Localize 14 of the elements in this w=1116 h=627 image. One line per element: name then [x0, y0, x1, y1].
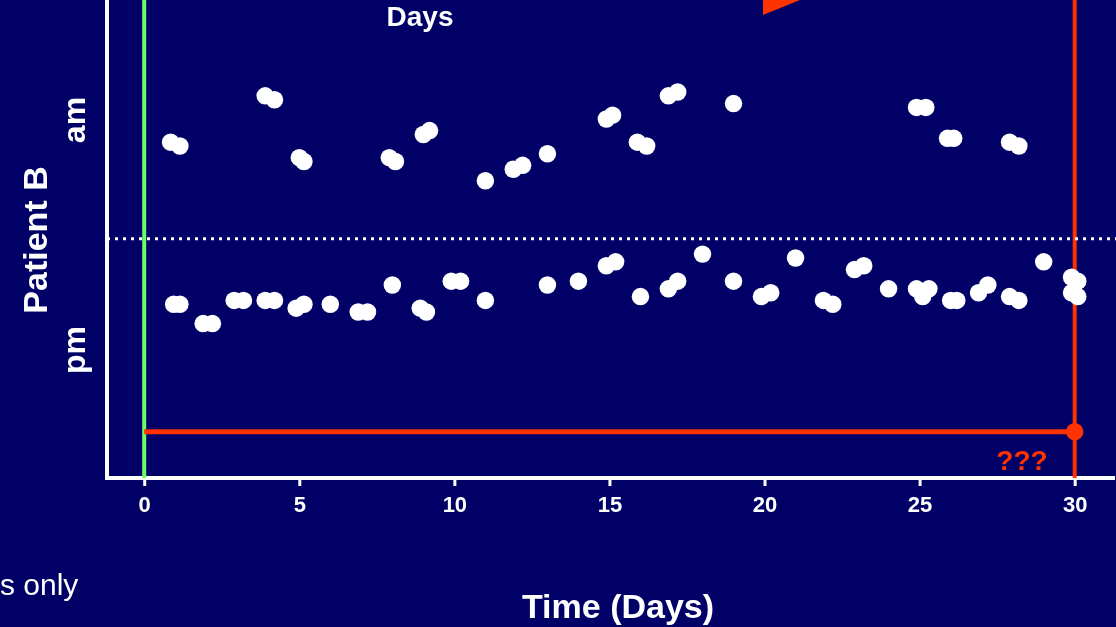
- text: s only: [0, 568, 79, 601]
- annotation: ???: [996, 445, 1048, 476]
- text: pm: [56, 326, 92, 374]
- x-tick-label: 5: [293, 491, 306, 517]
- chart-title: Days: [386, 1, 454, 32]
- text: am: [56, 96, 92, 144]
- x-tick-label: 20: [752, 491, 778, 517]
- x-tick-label: 30: [1062, 491, 1088, 517]
- x-tick-label: 10: [442, 491, 468, 517]
- y-axis-title: Patient B: [16, 166, 54, 314]
- x-tick-label: 15: [597, 491, 623, 517]
- x-tick-label: 25: [907, 491, 933, 517]
- x-tick-label: 0: [138, 491, 151, 517]
- x-axis-title: Time (Days): [521, 587, 715, 625]
